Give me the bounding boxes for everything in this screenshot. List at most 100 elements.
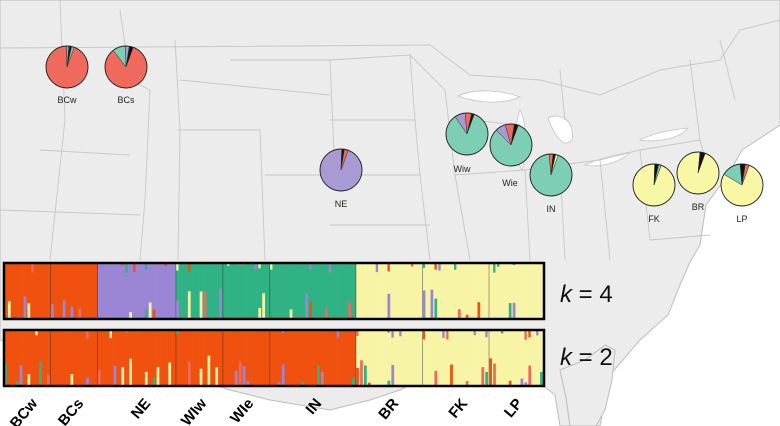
structure-bar — [504, 330, 510, 386]
pie-outline — [319, 148, 363, 192]
structure-bar-top — [187, 263, 191, 272]
structure-bar-top — [35, 330, 38, 336]
structure-bar — [82, 330, 87, 386]
structure-bar-top — [254, 263, 257, 270]
structure-bar-top — [133, 263, 136, 273]
structure-bar — [508, 263, 513, 319]
structure-bar — [105, 263, 110, 319]
pie-outline — [529, 153, 573, 197]
structure-bar — [442, 263, 447, 319]
structure-bar — [313, 263, 318, 319]
structure-bar — [152, 263, 157, 319]
pie-outline — [676, 151, 720, 195]
structure-bar-minor — [305, 293, 309, 319]
pie-label-Wie: Wie — [502, 178, 518, 188]
k2-label: k = 2 — [560, 344, 613, 371]
structure-bar — [90, 263, 95, 319]
structure-bar — [399, 263, 404, 319]
pie-label-Wiw: Wiw — [454, 164, 471, 174]
international-border — [0, 19, 780, 96]
structure-bar — [58, 263, 63, 319]
structure-bar-minor — [97, 370, 101, 386]
structure-bar — [184, 330, 189, 386]
structure-bar — [289, 330, 294, 386]
structure-bar — [113, 263, 118, 319]
structure-bar — [274, 263, 279, 319]
structure-bar — [270, 263, 275, 319]
structure-bar-top — [442, 330, 445, 339]
k4-label: k = 4 — [560, 281, 613, 308]
structure-bar — [187, 330, 193, 386]
structure-bar — [297, 263, 302, 319]
structure-bar — [489, 263, 494, 319]
structure-frame — [2, 261, 546, 321]
structure-bar — [137, 330, 142, 386]
structure-bar — [227, 263, 232, 319]
structure-bar — [324, 330, 330, 386]
structure-bar — [477, 263, 482, 319]
structure-bar-minor — [4, 362, 7, 386]
structure-bar-minor — [430, 289, 434, 319]
structure-bar — [375, 330, 380, 386]
structure-bar-minor — [152, 377, 156, 386]
structure-bar-minor — [129, 358, 132, 386]
structure-bar — [489, 330, 494, 386]
structure-group-BCw — [4, 330, 52, 386]
pie-outline — [489, 123, 533, 167]
structure-bar-top — [387, 330, 390, 333]
structure-bar-minor — [39, 362, 42, 386]
structure-bar — [35, 330, 40, 386]
structure-bar — [78, 330, 83, 386]
structure-bar-minor — [78, 308, 82, 319]
structure-bar — [58, 330, 63, 386]
structure-bar-minor — [187, 291, 191, 319]
structure-bar — [426, 330, 431, 386]
structure-bar-minor — [277, 382, 281, 386]
pie-label-BCw: BCw — [57, 95, 77, 105]
structure-bar-top — [328, 263, 332, 273]
structure-bar — [215, 330, 220, 386]
structure-bar-minor — [168, 362, 172, 386]
structure-bar — [524, 263, 529, 319]
pie-BCs: BCs — [104, 45, 148, 105]
structure-bar — [313, 330, 318, 386]
structure-bar-minor — [524, 382, 528, 386]
structure-bar — [309, 263, 314, 319]
structure-bar-minor — [50, 304, 54, 319]
structure-bar-minor — [144, 371, 148, 386]
structure-bar — [15, 330, 20, 386]
structure-bar-minor — [391, 364, 395, 386]
structure-bar — [254, 330, 259, 386]
structure-bar — [211, 330, 216, 386]
structure-bar — [242, 263, 247, 319]
structure-bar — [148, 330, 153, 386]
structure-bar-minor — [450, 364, 453, 386]
structure-bar — [485, 330, 490, 386]
structure-bar-minor — [27, 374, 31, 386]
structure-bar-top — [336, 330, 339, 338]
structure-bar-top — [309, 263, 312, 270]
pie-label-FK: FK — [648, 214, 660, 224]
structure-bar — [140, 263, 146, 319]
structure-bar-top — [473, 330, 476, 336]
structure-bar — [66, 330, 71, 386]
structure-bar-minor — [207, 355, 211, 386]
structure-bar-top — [31, 263, 34, 273]
structure-bar — [101, 330, 107, 386]
structure-bar — [465, 263, 470, 319]
structure-bar — [497, 263, 502, 319]
structure-bar-minor — [129, 312, 132, 319]
structure-bar — [520, 263, 525, 319]
structure-bar-top — [176, 263, 179, 271]
structure-bar-minor — [113, 366, 117, 386]
structure-bar — [446, 263, 451, 319]
structure-bar — [266, 330, 271, 386]
structure-bar-minor — [528, 365, 532, 386]
structure-bar — [223, 263, 228, 319]
structure-bar — [360, 330, 365, 386]
structure-bar-minor — [364, 365, 367, 386]
structure-bar — [223, 330, 228, 386]
structure-bar — [434, 263, 439, 319]
structure-bar — [305, 330, 310, 386]
structure-frame — [2, 328, 546, 388]
